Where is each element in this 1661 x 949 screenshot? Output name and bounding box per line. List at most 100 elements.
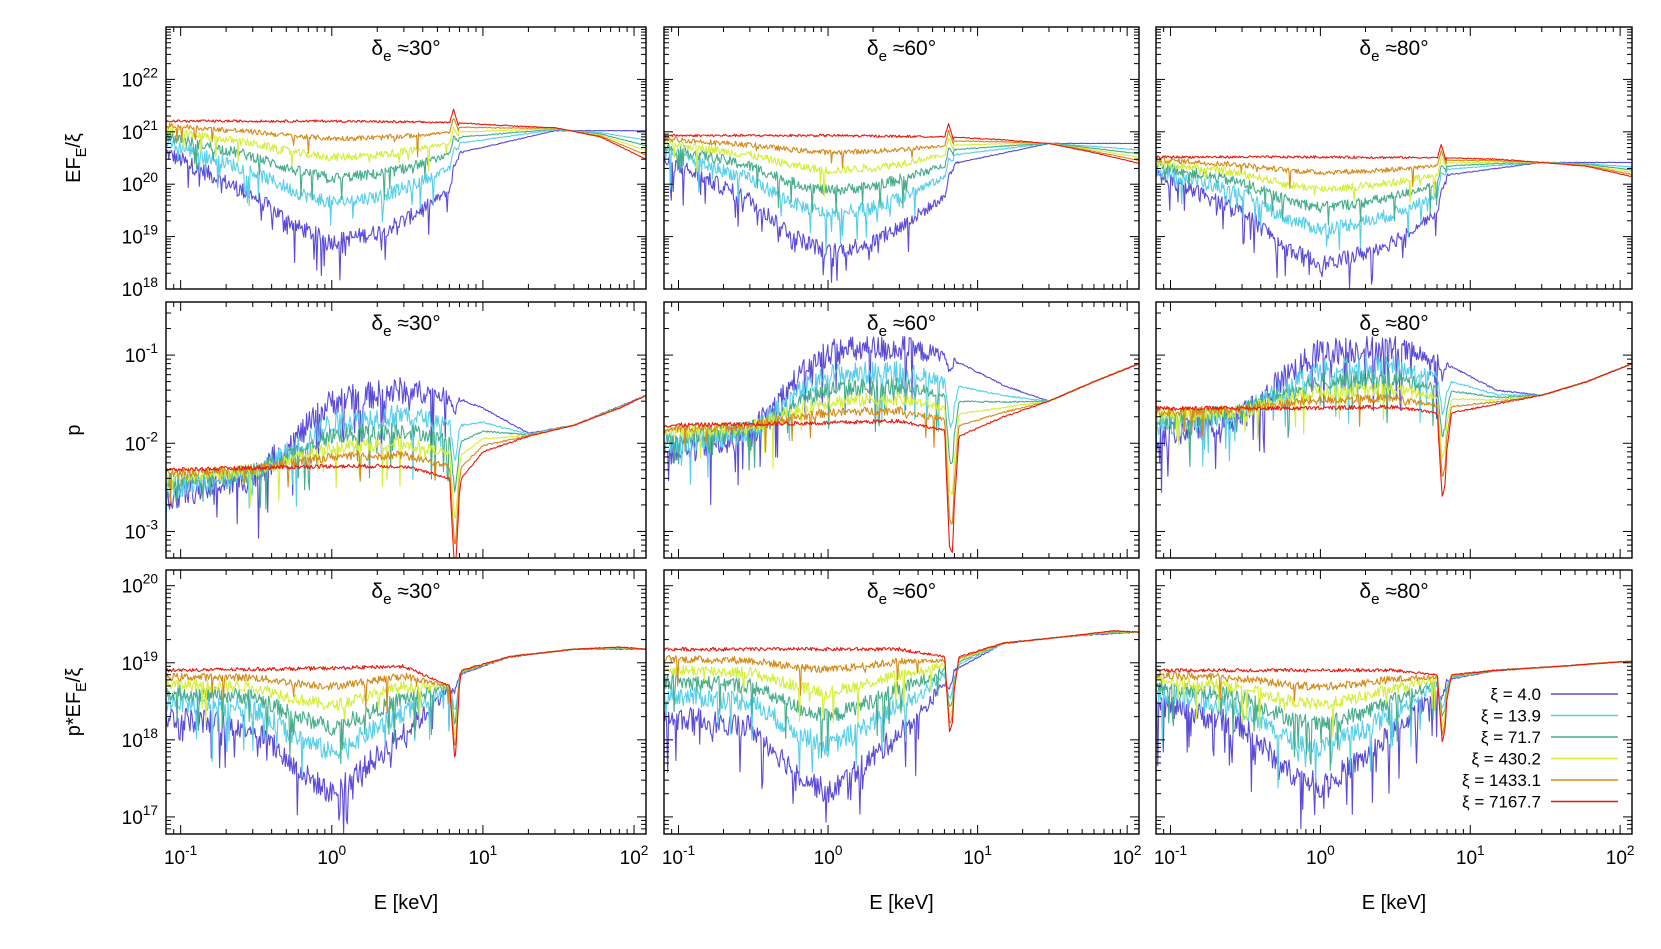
series-line-1 [166,376,646,539]
panel-frame [165,26,647,290]
panel-r1-c1 [165,26,647,290]
series-line-6 [664,629,1139,733]
x-axis-label: E [keV] [374,892,438,914]
y-tick-label: 1017 [122,803,158,829]
x-tick-label: 102 [620,843,649,869]
y-tick-label: 1021 [122,118,158,144]
panel-title: δe ≈60° [867,580,936,608]
series-line-6 [1156,144,1632,177]
y-tick-label: 10-3 [125,517,158,543]
panel-frame [1155,301,1633,559]
panel-frame [165,301,647,559]
panel-title: δe ≈30° [371,312,440,340]
series-line-6 [664,363,1139,553]
x-tick-label: 10-1 [662,843,695,869]
series-group [664,629,1139,823]
panel-r3-c2 [663,569,1140,835]
legend-label-5: ξ = 1433.1 [1462,771,1541,790]
y-tick-label: 10-1 [125,341,158,367]
legend-label-3: ξ = 71.7 [1481,728,1541,747]
series-line-6 [664,122,1139,165]
ticks [165,301,646,559]
series-group [1156,335,1632,497]
y-tick-label: 1022 [122,65,158,91]
series-group [166,108,646,281]
panel-frame [1155,569,1633,835]
y-tick-label: 1020 [122,170,159,196]
ticks [663,26,1139,290]
ticks [165,26,646,290]
x-tick-label: 10-1 [1154,843,1187,869]
labels-layer: δe ≈30° 1018 1019 1020 1021 1022 δe ≈60° δe ≈80… [63,37,1635,914]
series-group [664,335,1139,553]
series-line-4 [166,126,646,172]
panel-r3-c3 [1155,569,1633,835]
legend-label-4: ξ = 430.2 [1471,750,1541,769]
y-axis-label: EFE/ξ [63,133,90,183]
panel-r1-c2 [663,26,1140,290]
panel-title: δe ≈60° [867,312,936,340]
y-axis-label: p*EFE/ξ [63,668,90,737]
ticks [165,570,646,835]
panel-title: δe ≈80° [1359,312,1428,340]
y-tick-label: 1019 [122,223,158,249]
x-tick-label: 102 [1113,843,1142,869]
ticks [1155,301,1632,559]
series-group [664,122,1139,283]
x-tick-label: 101 [963,843,992,869]
series-line-2 [166,129,646,226]
panel-r1-c3 [1155,26,1633,290]
series-group [166,376,646,558]
panel-frame [1155,26,1633,290]
y-tick-label: 1019 [122,649,158,675]
series-line-3 [1156,363,1632,468]
panel-title: δe ≈60° [867,37,936,65]
ticks [1155,570,1632,835]
ticks [663,570,1139,835]
panel-r2-c3 [1155,301,1633,559]
x-axis-label: E [keV] [1362,892,1426,914]
series-line-6 [166,646,646,758]
series-line-1 [664,335,1139,506]
series-line-1 [664,142,1139,283]
x-tick-label: 100 [814,843,843,869]
x-tick-label: 10-1 [164,843,197,869]
series-line-3 [664,142,1139,214]
panels-layer [165,26,1633,835]
panel-frame [663,301,1140,559]
series-line-6 [166,108,646,160]
series-line-6 [166,394,646,558]
y-axis-label: p [63,424,85,435]
series-line-5 [166,394,646,545]
panel-title: δe ≈80° [1359,580,1428,608]
series-line-6 [1156,660,1632,743]
series-group [166,646,646,834]
panel-frame [663,26,1140,290]
panel-frame [165,569,647,835]
panel-title: δe ≈80° [1359,37,1428,65]
x-axis-label: E [keV] [869,892,933,914]
legend-label-1: ξ = 4.0 [1490,685,1541,704]
legend-label-6: ξ = 7167.7 [1462,793,1541,812]
panel-frame [663,569,1140,835]
x-tick-label: 101 [1456,843,1485,869]
panel-r2-c2 [663,301,1140,559]
y-tick-label: 1018 [122,726,159,752]
panel-title: δe ≈30° [371,37,440,65]
series-line-2 [166,647,646,777]
series-line-6 [1156,362,1632,497]
x-tick-label: 100 [1306,843,1335,869]
legend: ξ = 4.0 ξ = 13.9 ξ = 71.7 ξ = 430.2 ξ = 1433… [1462,685,1618,812]
panel-r3-c1 [165,569,647,835]
ticks [663,301,1139,559]
x-tick-label: 102 [1606,843,1635,869]
y-tick-label: 1018 [122,275,159,301]
legend-label-2: ξ = 13.9 [1481,707,1541,726]
series-group [1156,660,1632,830]
x-tick-label: 101 [469,843,498,869]
panel-r2-c1 [165,301,647,559]
panel-title: δe ≈30° [371,580,440,608]
ticks [1155,26,1632,290]
y-tick-label: 1020 [122,572,159,598]
